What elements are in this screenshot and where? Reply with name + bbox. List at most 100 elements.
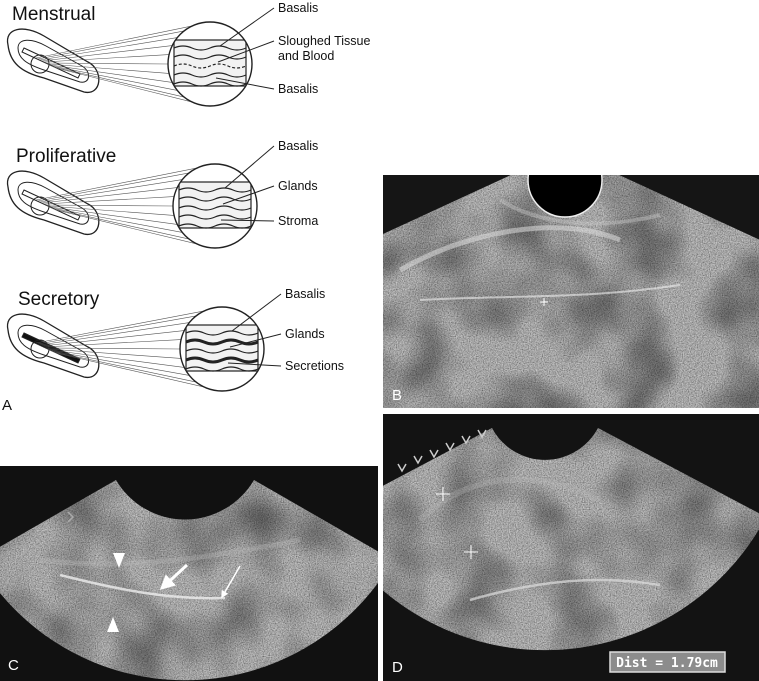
tissue-block (178, 181, 252, 229)
callout-label: Stroma (278, 214, 318, 228)
projection-line (53, 66, 185, 98)
projection-line (45, 347, 181, 350)
depth-marker (21, 511, 75, 556)
projection-line (39, 37, 178, 61)
caliper (540, 298, 548, 306)
callout-line (222, 185, 275, 205)
echo-line (469, 578, 661, 602)
magnifier-circle (167, 21, 253, 107)
divider (378, 408, 383, 681)
projection-line (55, 67, 193, 103)
tissue-layer (185, 356, 259, 364)
projection-line (47, 63, 170, 74)
callout-label: Sloughed Tissue (278, 34, 370, 48)
tissue-section (178, 181, 252, 229)
callout-line (224, 145, 275, 189)
panel-label: D (392, 659, 403, 676)
tissue-block (173, 39, 247, 87)
probe-cutout (527, 175, 603, 218)
callout-line (220, 219, 275, 222)
tissue-layer (173, 72, 247, 78)
projection-line (47, 205, 175, 216)
magnifier-circle (172, 163, 258, 249)
arrowhead (113, 553, 125, 568)
uterus-outline (6, 28, 100, 93)
panel-label: B (392, 387, 402, 404)
callout-label: Basalis (285, 287, 325, 301)
projection-line (51, 207, 183, 233)
callout-label: Basalis (278, 1, 318, 15)
caliper (436, 487, 478, 559)
tissue-section (185, 324, 259, 372)
depth-marker (397, 429, 487, 473)
uterus-inner (17, 324, 89, 368)
echo-band (498, 198, 661, 226)
tissue-layer (178, 214, 252, 220)
echo-band (417, 476, 602, 523)
projection-line (49, 206, 178, 225)
projection-line (51, 350, 190, 376)
callout-line (227, 362, 282, 367)
callout-line (217, 40, 275, 63)
tissue-layer (173, 54, 247, 60)
phase-diagram: Proliferative Basalis Glands Stroma (6, 139, 318, 249)
projection-line (55, 352, 205, 388)
panel-d: Dist = 1.79cm D (383, 414, 759, 681)
callout-label: Glands (278, 179, 318, 193)
measurement: Dist = 1.79cm (616, 656, 718, 671)
panel-b: B (383, 175, 759, 408)
tissue-layer (185, 366, 259, 372)
callout-label: and Blood (278, 49, 334, 63)
tissue-layer (178, 223, 252, 229)
tissue-layer (178, 196, 252, 202)
projection-line (37, 315, 197, 345)
arrow (159, 563, 189, 591)
projection-line (47, 348, 182, 359)
panel-label: C (8, 657, 19, 674)
uterus-outline (6, 313, 100, 378)
tissue-section (173, 39, 247, 87)
projection-line (37, 172, 190, 202)
projection-line (43, 54, 170, 63)
measurement-box (609, 651, 726, 673)
tissue-layer (185, 348, 259, 354)
tissue-layer (173, 81, 247, 87)
projection-line (53, 208, 190, 240)
projection-line (37, 30, 185, 60)
tissue-layer (173, 45, 247, 51)
uterus-inner (17, 39, 89, 83)
endometrial-line (59, 573, 226, 600)
projection-line (43, 339, 182, 348)
projection-line (35, 25, 193, 59)
projection-line (49, 349, 185, 368)
phase-title: Proliferative (16, 146, 116, 167)
panel-label: A (2, 397, 12, 414)
projection-line (41, 187, 178, 204)
uterus-outline (6, 170, 100, 235)
phase-diagram: Secretory Basalis Glands Secretions (6, 287, 344, 392)
tissue-layer (185, 330, 259, 336)
endometrium (21, 189, 81, 221)
callout-line (231, 293, 282, 332)
projection-line (45, 204, 174, 207)
callout-label: Secretions (285, 359, 344, 373)
projection-line (55, 209, 198, 245)
uterus-inner (17, 181, 89, 225)
projection-line (49, 64, 173, 83)
callout-line (215, 77, 275, 90)
callout-label: Basalis (278, 82, 318, 96)
tissue-layer (178, 187, 252, 193)
echo-band (398, 225, 621, 273)
projection-line (39, 179, 183, 203)
callout-label: Basalis (278, 139, 318, 153)
phase-title: Menstrual (12, 4, 95, 25)
projection-line (35, 167, 198, 201)
projection-line (43, 196, 175, 205)
projection-line (45, 62, 169, 65)
projection-line (53, 351, 197, 383)
echo-band (39, 537, 301, 567)
magnifier-circle (179, 306, 265, 392)
